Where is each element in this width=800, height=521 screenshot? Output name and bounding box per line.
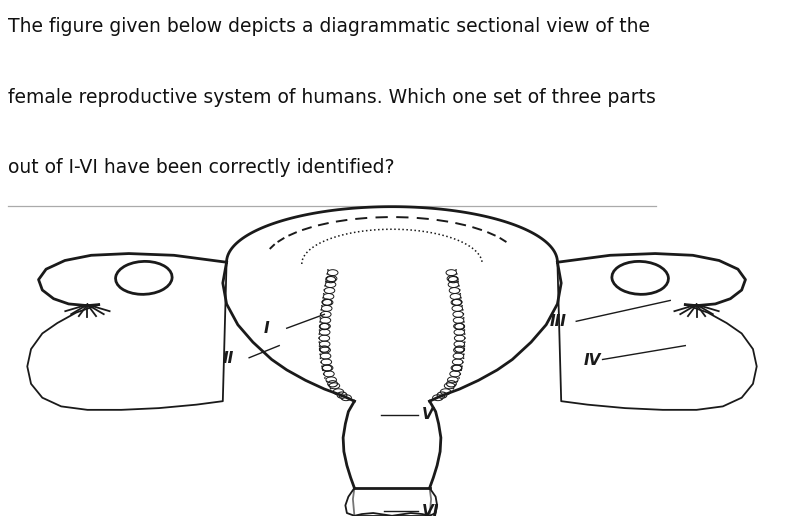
- Text: out of I-VI have been correctly identified?: out of I-VI have been correctly identifi…: [8, 158, 394, 177]
- Text: The figure given below depicts a diagrammatic sectional view of the: The figure given below depicts a diagram…: [8, 17, 650, 35]
- Text: female reproductive system of humans. Which one set of three parts: female reproductive system of humans. Wh…: [8, 88, 656, 106]
- Text: VI: VI: [422, 504, 439, 519]
- Text: IV: IV: [584, 353, 601, 368]
- Text: I: I: [264, 321, 270, 337]
- Text: II: II: [222, 351, 234, 366]
- Text: III: III: [550, 315, 566, 329]
- Text: V: V: [422, 407, 434, 422]
